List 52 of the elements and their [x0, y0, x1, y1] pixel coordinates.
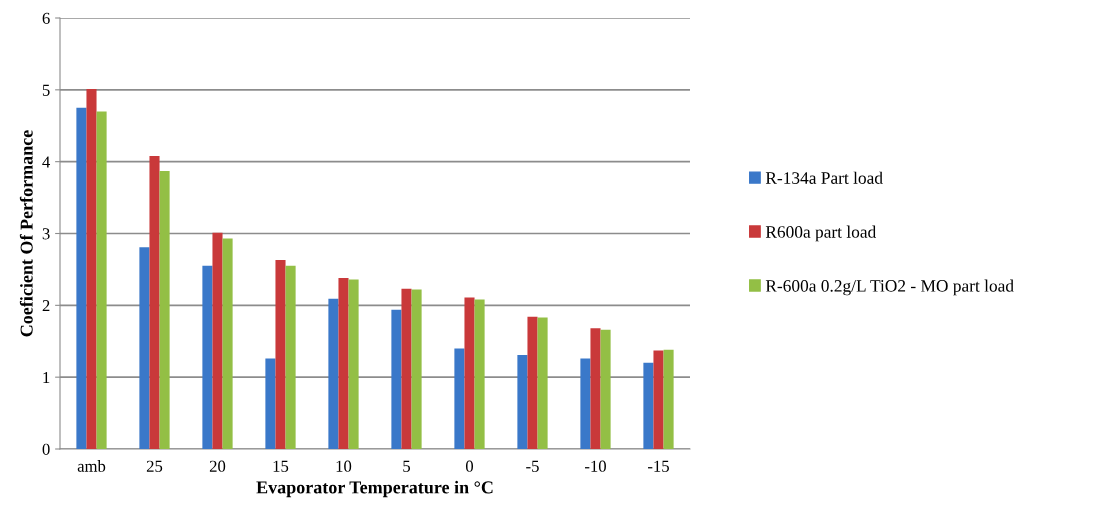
- bar: [464, 297, 475, 449]
- bar: [517, 354, 528, 449]
- y-tick-label: 3: [42, 228, 50, 240]
- bar: [265, 358, 276, 449]
- bar: [328, 298, 339, 449]
- bar: [590, 328, 601, 449]
- bar: [580, 358, 591, 449]
- bar: [139, 247, 150, 449]
- legend-label: R600a part load: [765, 225, 877, 242]
- bar: [86, 89, 97, 449]
- bar: [454, 348, 465, 449]
- y-tick-label: 2: [42, 300, 50, 312]
- x-tick-label: 5: [403, 460, 411, 472]
- x-tick-label: amb: [77, 460, 106, 472]
- x-tick-label: 10: [336, 460, 352, 472]
- y-tick-label: 0: [42, 443, 50, 455]
- bar: [663, 349, 674, 449]
- bar: [474, 299, 485, 449]
- bar: [96, 111, 107, 449]
- legend-label: R-134a Part load: [765, 171, 883, 184]
- x-tick-label: -15: [648, 460, 669, 472]
- bar: [149, 155, 160, 449]
- x-tick-label: -10: [585, 460, 606, 472]
- y-axis-title: Coeficient Of Performance: [19, 130, 33, 337]
- y-tick-label: 5: [42, 84, 50, 96]
- y-tick-label: 6: [42, 12, 50, 24]
- bar: [338, 278, 349, 449]
- bar: [159, 171, 170, 449]
- x-tick-label: -5: [526, 460, 539, 472]
- bar: [212, 232, 223, 449]
- bar: [348, 279, 359, 449]
- x-tick-label: 0: [465, 460, 474, 472]
- bar: [600, 329, 611, 449]
- bar: [527, 316, 538, 449]
- bar: [391, 309, 402, 449]
- bar: [653, 350, 664, 449]
- bar: [275, 260, 286, 449]
- bar: [202, 265, 213, 449]
- x-tick-label: 20: [209, 460, 226, 472]
- y-tick-label: 4: [42, 156, 51, 168]
- bar: [285, 265, 296, 449]
- bar: [537, 317, 548, 449]
- bar: [222, 238, 233, 449]
- bar: [411, 289, 422, 449]
- x-tick-label: 25: [146, 460, 163, 472]
- bar: [76, 107, 87, 449]
- x-tick-label: 15: [273, 460, 289, 472]
- y-tick-label: 1: [43, 371, 50, 383]
- legend-label: R-600a 0.2g/L TiO2 - MO part load: [765, 279, 1014, 296]
- bar: [401, 288, 412, 449]
- bar: [643, 362, 654, 449]
- x-axis-title: Evaporator Temperature in °C: [256, 480, 493, 498]
